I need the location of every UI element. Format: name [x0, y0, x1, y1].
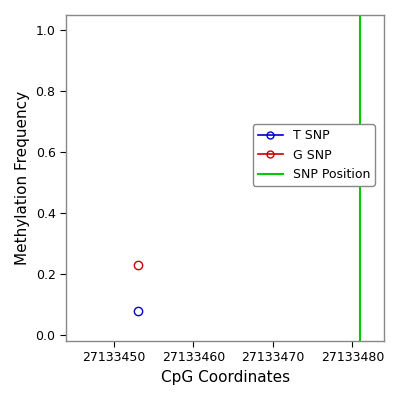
Legend: T SNP, G SNP, SNP Position: T SNP, G SNP, SNP Position: [252, 124, 375, 186]
X-axis label: CpG Coordinates: CpG Coordinates: [160, 370, 290, 385]
Y-axis label: Methylation Frequency: Methylation Frequency: [15, 91, 30, 265]
